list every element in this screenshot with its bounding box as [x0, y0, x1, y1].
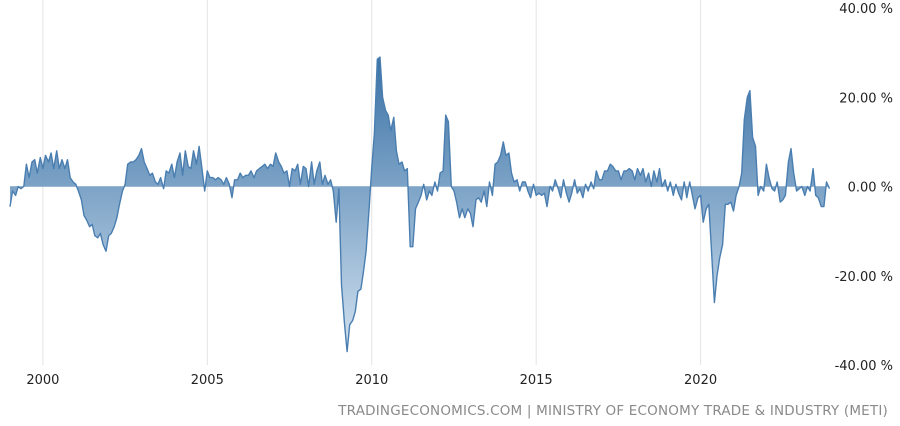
x-tick-label: 2010 [355, 373, 388, 388]
x-axis-ticks: 2000 2005 2010 2015 2020 [26, 373, 717, 388]
y-tick-label: 20.00 % [839, 91, 893, 106]
series-line [9, 56, 831, 353]
x-tick-label: 2005 [191, 373, 224, 388]
series-line-path [9, 56, 831, 353]
y-tick-label: 0.00 % [848, 181, 893, 196]
source-attribution: TRADINGECONOMICS.COM | MINISTRY OF ECONO… [338, 403, 888, 419]
y-tick-label: 40.00 % [839, 2, 893, 17]
x-tick-label: 2015 [520, 373, 553, 388]
y-tick-label: -20.00 % [835, 270, 893, 285]
series-area [10, 57, 830, 352]
series-area-fill [10, 57, 830, 352]
y-axis-ticks: 40.00 % 20.00 % 0.00 % -20.00 % -40.00 % [835, 2, 893, 374]
x-tick-label: 2000 [26, 373, 59, 388]
x-tick-label: 2020 [684, 373, 717, 388]
y-tick-label: -40.00 % [835, 359, 893, 374]
